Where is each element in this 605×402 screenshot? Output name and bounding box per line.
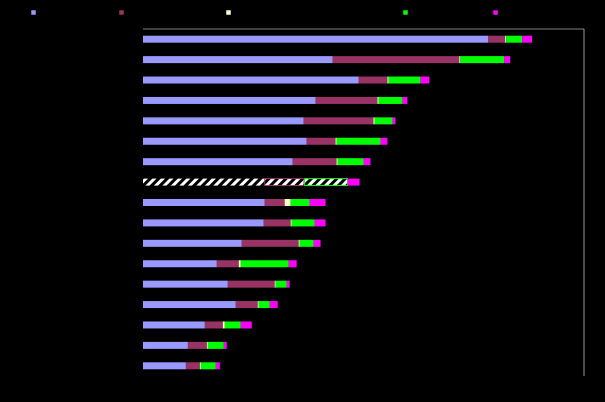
legend-swatch <box>402 9 409 16</box>
bar-segment <box>143 35 489 43</box>
bar-segment <box>505 35 507 43</box>
legend-swatch <box>492 9 499 16</box>
bar-segment <box>143 76 359 84</box>
bar-segment <box>380 137 388 145</box>
bar-segment <box>143 341 188 349</box>
bar-segment <box>275 280 287 288</box>
bar-segment <box>290 199 310 206</box>
bar-segment <box>336 158 338 166</box>
bar-segment <box>264 199 285 206</box>
bar-segment <box>264 178 305 187</box>
bar-segment <box>335 137 337 145</box>
bar-segment <box>374 117 393 125</box>
bar-segment <box>459 56 461 64</box>
bar-segment <box>314 219 326 227</box>
bar-segment <box>199 362 201 370</box>
bar-segment <box>336 137 381 145</box>
bar-segment <box>143 321 205 329</box>
bar-segment <box>306 137 336 145</box>
legend-swatch <box>118 9 125 16</box>
bar-segment <box>257 301 259 309</box>
bar-segment <box>258 301 270 309</box>
bar-segment <box>358 76 388 84</box>
bar-segment <box>222 321 225 329</box>
bar-segment <box>313 239 321 247</box>
bar-segment <box>143 56 333 64</box>
bar-segment <box>143 260 217 268</box>
bar-segment <box>488 35 506 43</box>
bar-segment <box>185 362 200 370</box>
bar-segment <box>143 137 307 145</box>
bar-segment <box>204 321 223 329</box>
bar-segment <box>240 321 252 329</box>
bar-segment <box>290 219 292 227</box>
bar-segment <box>298 239 300 247</box>
bar-segment <box>269 301 278 309</box>
bar-segment <box>263 219 291 227</box>
bar-segment <box>227 280 275 288</box>
bar-segment <box>143 301 236 309</box>
bar-segment <box>235 301 258 309</box>
bar-segment <box>292 158 337 166</box>
bar-segment <box>347 178 360 186</box>
bar-segment <box>506 35 523 43</box>
bar-segment <box>504 56 511 64</box>
bar-segment <box>392 117 396 125</box>
bar-segment <box>388 76 421 84</box>
bar-segment <box>363 158 371 166</box>
bar-segment <box>143 239 242 247</box>
bar-segment <box>224 321 241 329</box>
bar-segment <box>143 199 265 206</box>
bar-segment <box>304 178 349 187</box>
bar-segment <box>387 76 389 84</box>
bar-segment <box>420 76 430 84</box>
legend <box>30 9 499 16</box>
bar-segment <box>315 96 378 104</box>
bar-segment <box>274 280 276 288</box>
bar-segment <box>402 96 408 104</box>
bar-segment <box>143 178 265 186</box>
bar-segment <box>206 341 208 349</box>
plot-area <box>143 28 585 376</box>
bar-segment <box>373 117 375 125</box>
bar-segment <box>522 35 533 43</box>
bar-segment <box>288 260 297 268</box>
bar-segment <box>299 239 314 247</box>
bar-segment <box>143 362 186 370</box>
bar-segment <box>187 341 207 349</box>
bar-segment <box>215 362 220 370</box>
bar-segment <box>143 280 228 288</box>
bar-segment <box>241 239 299 247</box>
bar-segment <box>143 117 304 125</box>
bar-segment <box>207 341 224 349</box>
bar-segment <box>286 280 290 288</box>
bar-segment <box>238 260 241 268</box>
bar-segment <box>143 96 316 104</box>
bar-segment <box>216 260 239 268</box>
bar-segment <box>143 219 264 227</box>
legend-swatch <box>30 9 37 16</box>
bar-segment <box>337 158 364 166</box>
bar-segment <box>332 56 460 64</box>
bar-segment <box>284 199 291 206</box>
bar-segment <box>378 96 403 104</box>
bar-segment <box>223 341 227 349</box>
legend-swatch <box>225 9 232 16</box>
bar-segment <box>303 117 374 125</box>
bar-segment <box>377 96 379 104</box>
bar-segment <box>240 260 289 268</box>
bar-segment <box>143 158 293 166</box>
bar-segment <box>291 219 315 227</box>
bar-segment <box>460 56 505 64</box>
bar-segment <box>309 199 326 206</box>
bar-segment <box>200 362 216 370</box>
